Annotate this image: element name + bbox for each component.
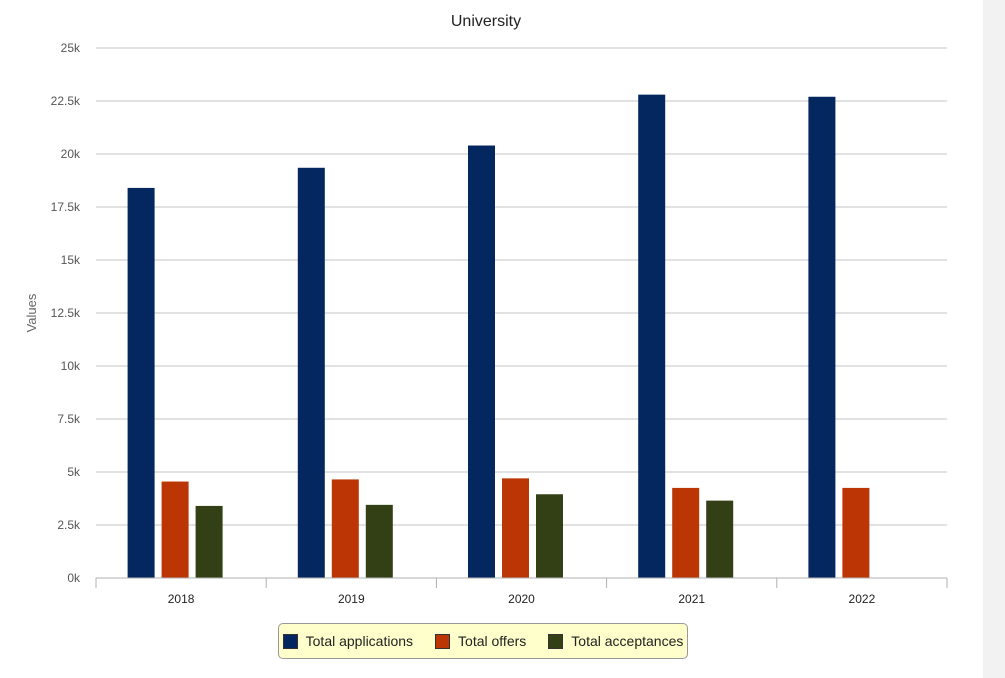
legend-item[interactable]: Total applications (282, 633, 414, 649)
bar (638, 94, 666, 578)
y-axis-label: Values (24, 293, 39, 332)
legend-swatch (282, 633, 298, 649)
bar (706, 500, 734, 578)
y-tick-label: 22.5k (51, 94, 81, 108)
y-tick-label: 17.5k (51, 200, 81, 214)
y-axis-ticks: 0k 2.5k 5k 7.5k 10k 12.5k 15k 17.5k 20k 22.5k 25k (51, 41, 81, 585)
x-tick-label: 2020 (508, 592, 535, 606)
y-tick-label: 25k (61, 41, 81, 55)
bar (365, 504, 393, 578)
legend-item[interactable]: Total offers (435, 633, 526, 649)
bar (195, 505, 223, 578)
x-tick-label: 2018 (168, 592, 195, 606)
y-tick-label: 7.5k (57, 412, 81, 426)
y-tick-label: 2.5k (57, 518, 81, 532)
bar (842, 487, 870, 578)
scrollbar-area (983, 0, 1005, 678)
bar (672, 487, 700, 578)
y-tick-label: 12.5k (51, 306, 81, 320)
gridlines (96, 47, 947, 526)
x-tick-label: 2022 (849, 592, 876, 606)
y-tick-label: 5k (67, 465, 81, 479)
legend-item[interactable]: Total acceptances (548, 633, 683, 649)
bar (536, 494, 563, 578)
legend-swatch (435, 633, 451, 649)
bar (331, 479, 359, 578)
x-tick-label: 2021 (678, 592, 705, 606)
x-tick-label: 2019 (338, 592, 365, 606)
bar (468, 145, 495, 578)
legend-label: Total applications (305, 633, 414, 649)
y-tick-label: 0k (67, 571, 81, 585)
bar (127, 187, 155, 579)
bar (297, 167, 325, 578)
chart-title: University (451, 13, 521, 30)
legend-swatch (548, 633, 564, 649)
bars (127, 94, 870, 579)
y-tick-label: 20k (61, 147, 81, 161)
y-tick-label: 15k (61, 253, 81, 267)
legend-label: Total acceptances (571, 633, 684, 649)
legend: Total applications Total offers Total acce… (278, 623, 688, 659)
bar (161, 481, 189, 578)
x-axis: 2018 2019 2020 2021 2022 (95, 577, 948, 606)
bar (502, 478, 529, 578)
bar (808, 96, 836, 578)
legend-label: Total offers (458, 633, 527, 649)
chart: University Values 0k 2.5k 5k 7.5k 10k 12.5k 15… (24, 13, 948, 606)
y-tick-label: 10k (61, 359, 81, 373)
